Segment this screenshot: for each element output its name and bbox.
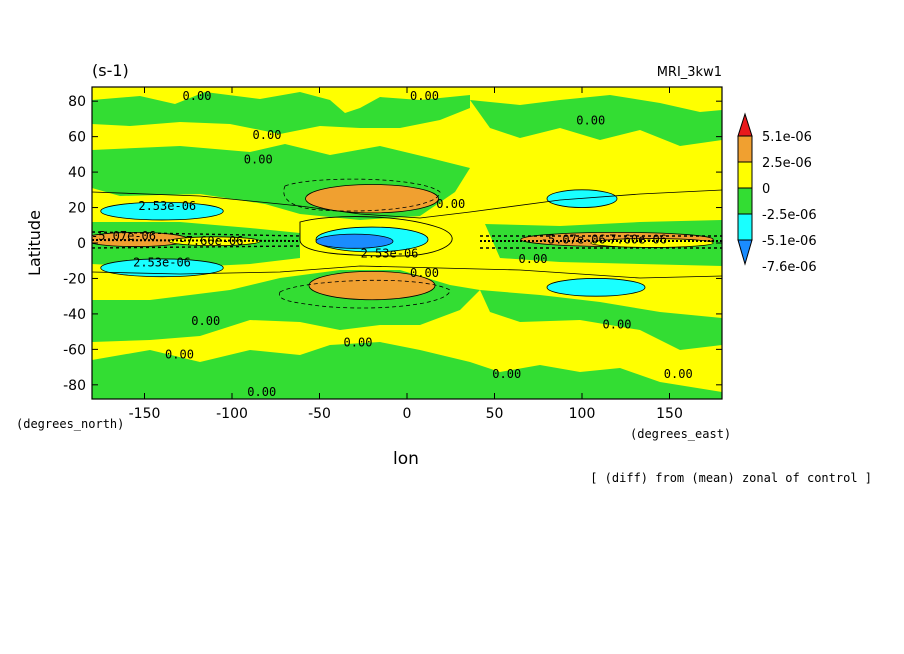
y-tick-label: 80 [68,94,86,110]
contour-label: 0.00 [410,266,439,280]
anomaly-region [546,278,646,297]
contour-line [92,231,722,249]
colorbar: 5.1e-06 2.5e-06 0 -2.5e-06 -5.1e-06 -7.6e-06 [737,112,817,275]
contour-label: 0.00 [244,153,273,167]
contour-label: 0.00 [183,89,212,103]
y-tick-label: -60 [63,342,86,358]
anomaly-region [100,201,224,221]
anomaly-region [305,184,439,214]
y-tick-label: 60 [68,130,86,146]
anomaly-region [315,233,394,249]
y-tick-label: 20 [68,201,86,217]
anomaly-regions [92,184,714,301]
x-axis-title: lon [393,449,419,469]
contour-label: 0.00 [436,197,465,211]
y-axis: 80 60 40 20 0 -20 -40 -60 -80 [63,94,722,394]
x-tick-label: 100 [569,406,596,422]
contour-label: 0.00 [664,367,693,381]
contour-line [92,265,722,279]
contour-label: 0.00 [603,318,632,332]
x-tick-label: 50 [486,406,504,422]
contour-label: 0.00 [519,252,548,266]
contour-label: -7.60e-06 [602,232,667,246]
contour-line [92,189,722,219]
contour-label: 0.00 [492,367,521,381]
contour-label: 0.00 [344,335,373,349]
y-units-label: (degrees_north) [16,417,124,431]
colorbar-label: -7.6e-06 [762,260,817,275]
colorbar-swatch [737,112,753,137]
contour-line [278,279,451,309]
contour-label: 2.53e-06 [133,256,191,270]
region-north-east [470,95,722,146]
colorbar-label: 2.5e-06 [762,156,812,171]
y-tick-label: -20 [63,271,86,287]
contour-label: 0.00 [410,89,439,103]
x-tick-label: 0 [403,406,412,422]
colorbar-swatch [737,239,753,266]
colorbar-swatch [737,161,753,189]
contour-label: 0.00 [576,114,605,128]
contour-label: 0.00 [191,314,220,328]
x-units-label: (degrees_east) [630,427,731,441]
anomaly-region [100,258,224,278]
region-north-polar [92,92,470,134]
contour-label: 2.53e-06 [138,199,196,213]
contour-lines [92,178,722,309]
x-tick-label: -50 [308,406,331,422]
colorbar-label: 0 [762,182,770,197]
contour-label: 0.00 [247,385,276,399]
contour-label: 0.00 [165,348,194,362]
colorbar-label: -2.5e-06 [762,208,817,223]
contour-label: 2.53e-06 [361,247,419,261]
footer-note: [ (diff) from (mean) zonal of control ] [590,471,872,485]
anomaly-region [308,270,436,301]
region-south-polar [92,342,722,399]
colorbar-swatch [737,135,753,163]
contour-label: -7.60e-06 [178,234,243,248]
colorbar-swatch [737,213,753,241]
contour-line [283,178,441,212]
colorbar-label: -5.1e-06 [762,234,817,249]
y-tick-label: 40 [68,165,86,181]
region-south-east [480,290,722,350]
y-tick-label: -40 [63,307,86,323]
y-tick-label: -80 [63,378,86,394]
x-tick-label: -150 [129,406,161,422]
x-tick-label: -100 [216,406,248,422]
model-label: MRI_3kw1 [657,65,722,80]
x-tick-label: 150 [656,406,683,422]
contour-labels: 0.00 0.00 0.00 0.00 0.00 0.00 2.53e-06 2.53e-06… [91,89,693,399]
colorbar-swatch [737,187,753,215]
x-axis: -150 -100 -50 0 50 100 150 [129,87,683,422]
units-label: (s-1) [92,61,129,80]
contour-label: 0.00 [253,128,282,142]
contour-label: -5.07e-06 [541,232,606,246]
contour-label: -5.07e-06 [91,229,156,243]
contour-line [299,216,453,257]
contour-line [92,239,722,242]
y-tick-label: 0 [77,236,86,252]
y-axis-title: Latitude [25,210,44,276]
colorbar-label: 5.1e-06 [762,130,812,145]
